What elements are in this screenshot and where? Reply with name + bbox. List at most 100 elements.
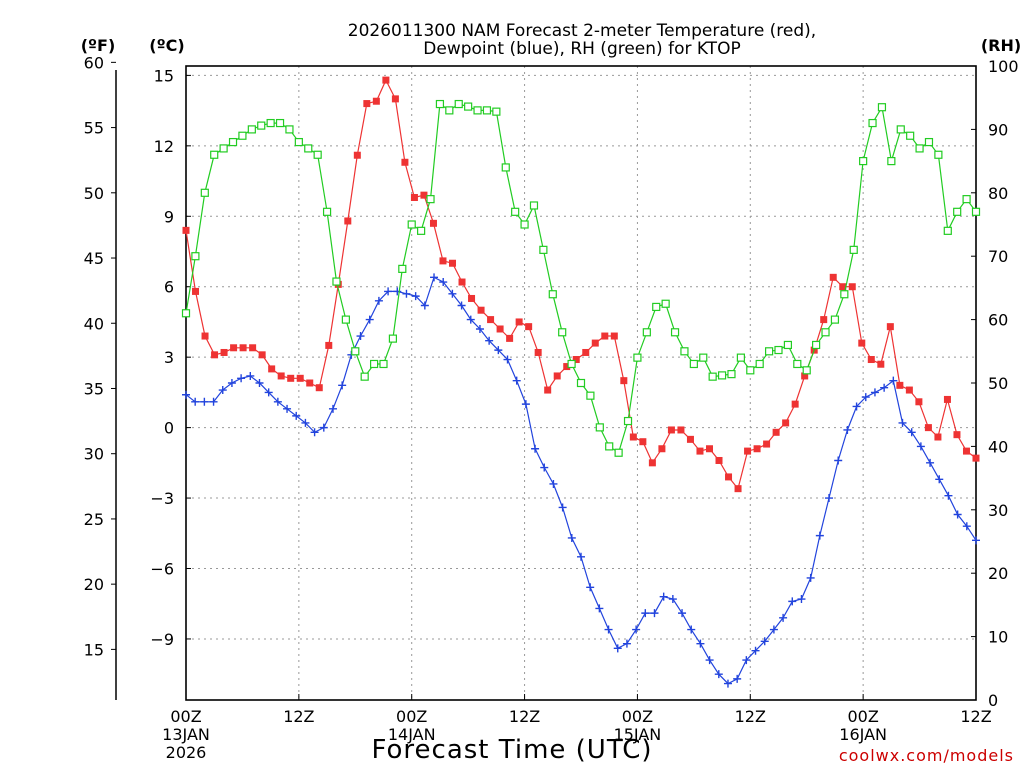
rh-marker <box>558 328 567 337</box>
dewpoint-marker <box>494 346 503 355</box>
temperature-marker <box>572 356 580 364</box>
rh-marker <box>605 442 614 451</box>
x-tick-label: 00Z <box>622 707 653 726</box>
rh-marker <box>642 328 651 337</box>
dewpoint-marker <box>439 278 448 287</box>
temperature-marker <box>268 365 276 373</box>
temperature-marker <box>772 428 780 436</box>
celsius-tick-label: 6 <box>164 278 174 297</box>
temperature-marker <box>449 259 457 267</box>
rh-tick-label: 30 <box>988 501 1008 520</box>
rh-marker <box>915 144 924 153</box>
dewpoint-marker <box>926 458 935 467</box>
temperature-marker <box>763 440 771 448</box>
dewpoint-marker <box>687 625 696 634</box>
rh-marker <box>520 220 529 229</box>
dewpoint-line <box>185 276 977 685</box>
fahrenheit-tick-label: 20 <box>84 575 104 594</box>
rh-marker <box>595 423 604 432</box>
rh-marker <box>341 315 350 324</box>
temperature-marker <box>725 473 733 481</box>
rh-tick-label: 100 <box>988 57 1019 76</box>
fahrenheit-tick-label: 60 <box>84 53 104 72</box>
rh-marker <box>322 207 332 216</box>
dewpoint-marker <box>733 674 742 683</box>
dewpoint-marker <box>374 296 383 305</box>
dewpoint-marker <box>182 390 190 399</box>
rh-marker <box>464 102 473 111</box>
dewpoint-marker <box>953 510 962 519</box>
dewpoint-marker <box>540 463 549 472</box>
temperature-marker <box>915 398 923 406</box>
rh-tick-label: 40 <box>988 437 1008 456</box>
temperature-marker <box>953 431 961 439</box>
temperature-marker <box>582 348 590 356</box>
rh-marker <box>680 347 689 356</box>
temperature-marker <box>211 351 219 359</box>
dewpoint-marker <box>788 597 797 606</box>
temperature-marker <box>610 332 618 340</box>
temperature-marker <box>801 372 809 380</box>
dewpoint-marker <box>880 383 889 392</box>
temperature-marker <box>696 447 704 455</box>
dewpoint-marker <box>503 355 512 364</box>
dewpoint-marker <box>338 381 347 390</box>
rh-marker <box>435 99 445 109</box>
celsius-tick-label: −3 <box>150 489 174 508</box>
celsius-tick-label: 12 <box>154 137 174 156</box>
dewpoint-marker <box>191 397 200 406</box>
rh-tick-label: 50 <box>988 374 1008 393</box>
x-tick-label: 12Z <box>283 707 314 726</box>
dewpoint-marker <box>457 301 466 310</box>
rh-marker <box>953 207 962 216</box>
dewpoint-marker <box>696 639 705 648</box>
dewpoint-marker <box>475 324 484 333</box>
rh-marker <box>219 144 228 153</box>
temperature-marker <box>201 332 209 340</box>
temperature-marker <box>382 76 390 84</box>
rh-marker <box>210 150 219 159</box>
temperature-line <box>185 78 977 491</box>
dewpoint-marker <box>328 404 337 413</box>
dewpoint-marker <box>861 393 870 402</box>
rh-tick-label: 80 <box>988 184 1008 203</box>
rh-marker <box>294 137 303 147</box>
temperature-marker <box>782 419 790 427</box>
temperature-marker <box>249 344 257 352</box>
dewpoint-marker <box>531 444 540 453</box>
rh-marker <box>717 371 727 380</box>
dewpoint-marker <box>420 301 429 310</box>
temperature-marker <box>344 217 352 225</box>
dewpoint-marker <box>742 656 751 665</box>
rh-marker <box>934 150 943 159</box>
temperature-marker <box>410 193 418 201</box>
temperature-marker <box>420 191 428 199</box>
dewpoint-marker <box>632 625 641 634</box>
temperature-marker <box>962 447 970 455</box>
temperature-marker <box>753 445 761 453</box>
rh-marker <box>407 220 416 229</box>
rh-marker <box>539 245 548 254</box>
rh-marker <box>859 157 868 166</box>
rh-marker <box>473 106 482 115</box>
rh-marker <box>200 188 209 197</box>
temperature-marker <box>534 348 542 356</box>
dewpoint-marker <box>200 397 209 406</box>
temperature-marker <box>429 219 437 227</box>
temperature-marker <box>439 257 447 265</box>
temperature-marker <box>848 283 856 291</box>
rh-marker <box>670 328 680 337</box>
dewpoint-marker <box>466 315 475 324</box>
rh-tick-label: 0 <box>988 691 998 710</box>
dewpoint-marker <box>678 609 687 618</box>
temperature-marker <box>934 433 942 441</box>
dewpoint-marker <box>549 479 558 488</box>
x-tick-label: 00Z <box>170 707 201 726</box>
rh-marker <box>247 125 256 134</box>
rh-marker <box>652 302 661 312</box>
dewpoint-marker <box>292 411 301 420</box>
x-tick-date-label: 14JAN <box>388 725 436 744</box>
dewpoint-marker <box>916 442 925 451</box>
fahrenheit-tick-label: 15 <box>84 640 104 659</box>
dewpoint-marker <box>485 336 494 345</box>
